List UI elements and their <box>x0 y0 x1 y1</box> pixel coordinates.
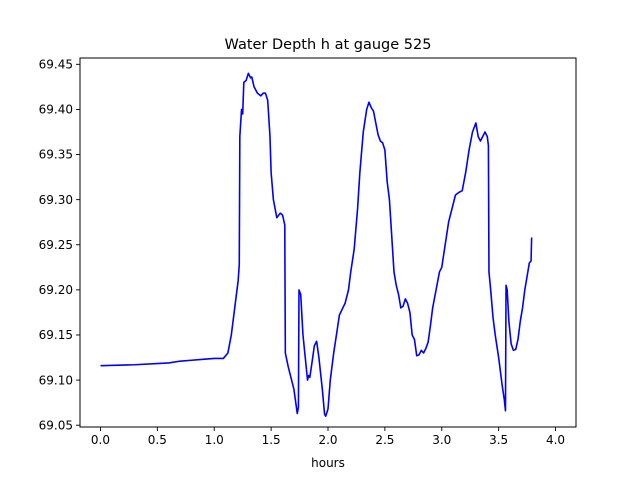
x-tick-label: 2.5 <box>375 433 394 447</box>
y-tick-label: 69.30 <box>39 193 73 207</box>
x-tick-label: 1.5 <box>262 433 281 447</box>
x-tick-label: 4.0 <box>546 433 565 447</box>
plot-area <box>79 57 577 428</box>
x-tick-label: 2.0 <box>318 433 337 447</box>
y-tick-label: 69.15 <box>39 328 73 342</box>
x-axis: 0.0 0.5 1.0 1.5 2.0 2.5 3.0 3.5 4.0 <box>91 427 565 447</box>
y-tick-label: 69.05 <box>39 418 73 432</box>
y-tick-label: 69.40 <box>39 103 73 117</box>
y-axis: 69.05 69.10 69.15 69.20 69.25 69.30 69.35 69.40… <box>39 58 80 432</box>
x-tick-label: 0.5 <box>148 433 167 447</box>
y-tick-label: 69.35 <box>39 148 73 162</box>
chart-title: Water Depth h at gauge 525 <box>225 37 432 53</box>
water-depth-line <box>100 72 533 417</box>
y-tick-label: 69.20 <box>39 283 73 297</box>
x-axis-label: hours <box>311 456 345 470</box>
y-tick-label: 69.10 <box>39 373 73 387</box>
x-tick-label: 0.0 <box>91 433 110 447</box>
x-tick-label: 3.0 <box>432 433 451 447</box>
x-tick-label: 1.0 <box>205 433 224 447</box>
x-tick-label: 3.5 <box>489 433 508 447</box>
y-tick-label: 69.45 <box>39 58 73 72</box>
plot-frame <box>79 57 577 428</box>
y-tick-label: 69.25 <box>39 238 73 252</box>
